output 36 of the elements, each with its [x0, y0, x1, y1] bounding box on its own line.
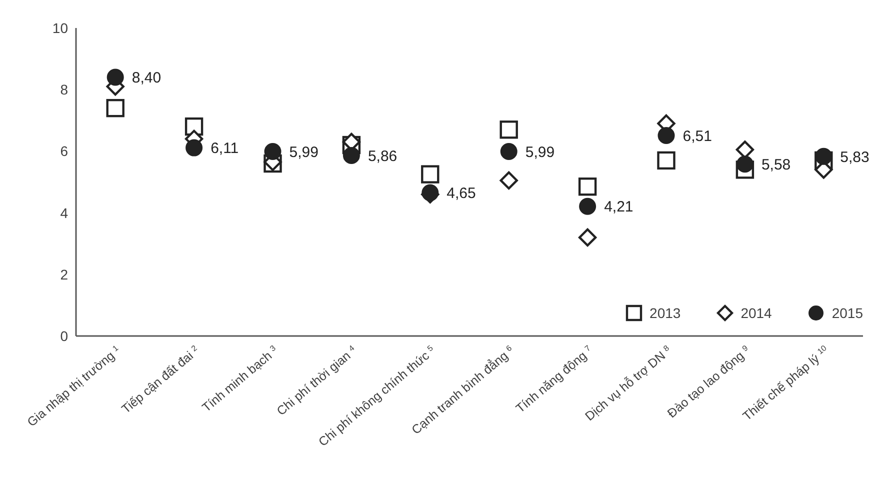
y-tick-label: 2 — [60, 266, 68, 282]
legend-label: 2014 — [740, 305, 772, 321]
point — [657, 151, 676, 170]
point — [264, 143, 282, 160]
point — [106, 98, 124, 118]
legend-label: 2013 — [650, 305, 681, 321]
point — [342, 147, 360, 164]
data-label: 6,11 — [210, 140, 239, 158]
data-label: 4,21 — [604, 198, 634, 216]
legend-label: 2015 — [832, 305, 863, 321]
data-label: 5,83 — [840, 148, 870, 166]
data-label: 5,58 — [761, 156, 791, 174]
point — [815, 148, 832, 165]
point — [500, 171, 518, 190]
data-label: 5,86 — [368, 148, 398, 165]
point — [578, 228, 597, 247]
point — [736, 156, 754, 173]
data-label: 4,65 — [446, 185, 476, 202]
data-label: 6,51 — [682, 128, 712, 145]
point — [186, 139, 203, 156]
data-label: 5,99 — [289, 144, 318, 161]
point — [421, 165, 440, 184]
point — [579, 198, 596, 215]
point — [578, 178, 597, 196]
point — [106, 68, 124, 86]
data-label: 5,99 — [525, 144, 555, 161]
point — [500, 143, 518, 160]
point — [422, 184, 439, 202]
y-tick-label: 6 — [60, 143, 68, 160]
point — [500, 120, 518, 139]
y-tick-label: 4 — [60, 204, 68, 221]
y-tick-label: 8 — [60, 82, 68, 98]
y-tick-label: 10 — [52, 20, 68, 36]
point — [658, 126, 675, 144]
y-tick-label: 0 — [60, 328, 68, 344]
data-label: 8,40 — [132, 70, 162, 87]
